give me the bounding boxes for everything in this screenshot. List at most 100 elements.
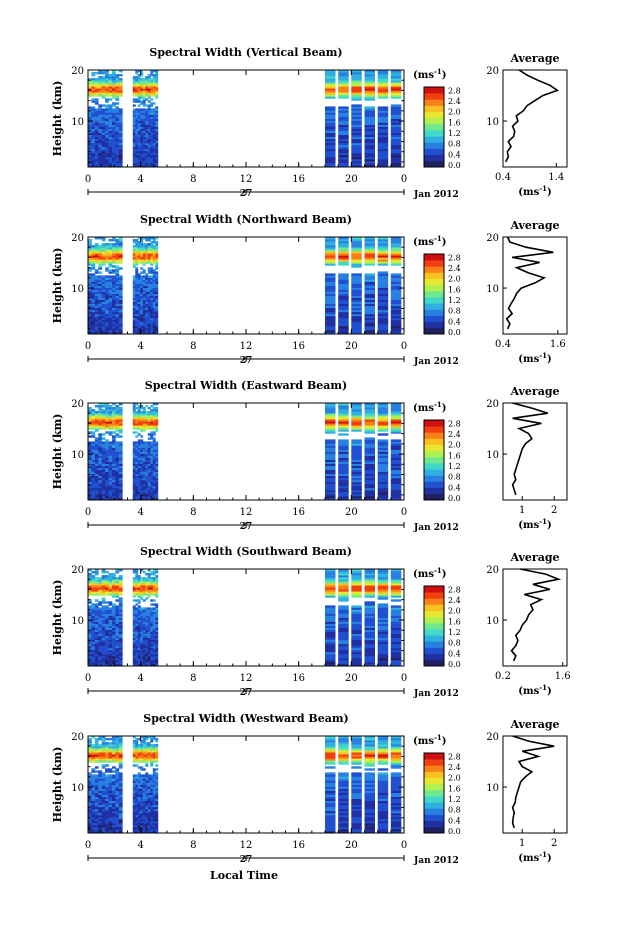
heatmap-cell: [91, 152, 96, 156]
heatmap-cell: [98, 92, 103, 95]
heatmap-cell: [325, 441, 336, 444]
heatmap-cell: [88, 118, 92, 121]
heatmap-cell: [132, 247, 136, 250]
heatmap-cell: [152, 136, 156, 140]
heatmap-cell: [118, 597, 123, 600]
heatmap-cell: [351, 427, 362, 430]
heatmap-cell: [135, 291, 139, 294]
colorbar-segment: [424, 260, 444, 267]
heatmap-cell: [105, 142, 109, 146]
heatmap-cell: [91, 621, 96, 624]
heatmap-cell: [108, 321, 113, 325]
heatmap-cell: [101, 307, 106, 311]
heatmap-cell: [118, 583, 123, 586]
heatmap-cell: [325, 156, 336, 160]
heatmap-cell: [145, 453, 149, 456]
heatmap-cell: [325, 243, 336, 246]
heatmap-cell: [101, 409, 106, 412]
heatmap-cell: [140, 581, 144, 584]
heatmap-cell: [105, 293, 109, 296]
heatmap-cell: [152, 609, 156, 612]
heatmap-cell: [91, 575, 96, 578]
heatmap-cell: [91, 74, 96, 77]
heatmap-cell: [118, 627, 123, 630]
average-title: Average: [509, 219, 559, 232]
heatmap-cell: [325, 617, 336, 620]
heatmap-cell: [152, 122, 156, 125]
heatmap-cell: [135, 475, 139, 479]
colorbar-tick-label: 2.4: [448, 596, 461, 605]
heatmap-cell: [142, 647, 146, 651]
heatmap-cell: [101, 251, 106, 254]
heatmap-cell: [338, 118, 349, 121]
heatmap-cell: [135, 421, 139, 424]
heatmap-cell: [115, 275, 120, 278]
heatmap-cell: [364, 243, 375, 246]
heatmap-cell: [364, 297, 375, 300]
heatmap-cell: [105, 289, 109, 292]
heatmap-cell: [115, 469, 120, 473]
heatmap-cell: [115, 122, 120, 125]
heatmap-cell: [91, 112, 96, 115]
heatmap-cell: [94, 78, 99, 81]
heatmap-cell: [108, 601, 113, 604]
heatmap-cell: [88, 431, 92, 434]
heatmap-cell: [101, 330, 106, 333]
heatmap-cell: [155, 451, 159, 454]
heatmap-cell: [91, 643, 96, 647]
heatmap-cell: [377, 571, 389, 574]
heatmap-cell: [112, 403, 116, 406]
heatmap-cell: [101, 829, 106, 832]
heatmap-cell: [105, 243, 109, 246]
heatmap-cell: [140, 114, 144, 117]
heatmap-cell: [91, 110, 96, 113]
heatmap-cell: [91, 319, 96, 323]
heatmap-cell: [377, 477, 389, 481]
heatmap-cell: [142, 613, 146, 616]
heatmap-cell: [140, 465, 144, 468]
heatmap-cell: [390, 287, 402, 290]
heatmap-cell: [112, 625, 116, 628]
heatmap-cell: [101, 156, 106, 160]
heatmap-cell: [91, 275, 96, 278]
heatmap-cell: [115, 649, 120, 653]
heatmap-cell: [105, 92, 109, 95]
heatmap-cell: [142, 461, 146, 464]
heatmap-cell: [91, 451, 96, 454]
heatmap-cell: [390, 104, 402, 107]
heatmap-cell: [142, 621, 146, 624]
heatmap-cell: [135, 493, 139, 497]
heatmap-cell: [105, 277, 109, 280]
heatmap-cell: [145, 156, 149, 160]
heatmap-cell: [390, 427, 402, 430]
heatmap-cell: [364, 591, 375, 594]
heatmap-cell: [88, 411, 92, 414]
heatmap-cell: [135, 112, 139, 115]
heatmap-cell: [145, 295, 149, 298]
heatmap-cell: [152, 255, 156, 258]
heatmap-cell: [137, 647, 141, 651]
heatmap-cell: [152, 150, 156, 154]
heatmap-cell: [155, 112, 159, 115]
heatmap-cell: [137, 277, 141, 280]
heatmap-cell: [351, 657, 362, 661]
heatmap-cell: [140, 653, 144, 657]
heatmap-cell: [101, 498, 106, 501]
heatmap-cell: [88, 627, 92, 630]
heatmap-cell: [101, 831, 106, 834]
heatmap-cell: [147, 657, 151, 661]
heatmap-cell: [132, 617, 136, 620]
heatmap-cell: [105, 473, 109, 477]
heatmap-cell: [108, 239, 113, 242]
heatmap-cell: [88, 615, 92, 618]
heatmap-cell: [88, 245, 92, 248]
heatmap-cell: [377, 423, 389, 426]
heatmap-cell: [88, 86, 92, 89]
heatmap-cell: [351, 287, 362, 290]
heatmap-cell: [115, 623, 120, 626]
heatmap-cell: [108, 142, 113, 146]
heatmap-cell: [140, 116, 144, 119]
heatmap-cell: [390, 481, 402, 485]
heatmap-cell: [101, 493, 106, 497]
